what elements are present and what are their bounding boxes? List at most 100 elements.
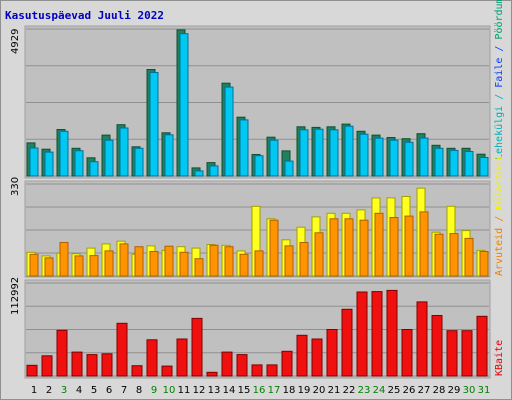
- bar-panel2-series2-day-3: [59, 242, 69, 277]
- bar-panel2-series2-day-29: [449, 233, 459, 277]
- bar-panel3-series1-day-3: [56, 329, 68, 377]
- bar-panel3-series1-day-25: [386, 289, 398, 377]
- bar-panel2-series2-day-17: [269, 219, 279, 277]
- bar-panel2-series2-day-28: [434, 233, 444, 277]
- panel-1-legend: Lehekülgi / Faile / Pöördumisi: [494, 0, 505, 160]
- bar-panel2-series2-day-1: [29, 253, 39, 277]
- bar-panel1-series2-day-23: [359, 133, 369, 177]
- bar-panel3-series1-day-14: [221, 351, 233, 377]
- bar-panel2-series2-day-11: [179, 251, 189, 277]
- day-label: 30: [463, 385, 476, 396]
- panel-3-y-max-label: 112992: [10, 277, 21, 315]
- bar-panel2-series2-day-25: [389, 217, 399, 277]
- day-label: 13: [208, 385, 221, 396]
- bar-panel3-series1-day-30: [461, 330, 473, 377]
- day-label: 20: [313, 385, 326, 396]
- bar-panel2-series2-day-19: [299, 242, 309, 277]
- day-label: 11: [178, 385, 191, 396]
- day-label: 9: [151, 385, 157, 396]
- bar-panel3-series1-day-20: [311, 338, 323, 377]
- bar-panel3-series1-day-28: [431, 315, 443, 377]
- day-label: 7: [121, 385, 127, 396]
- bar-panel1-series2-day-19: [299, 129, 309, 177]
- bar-panel2-series2-day-14: [224, 246, 234, 277]
- day-label: 26: [403, 385, 416, 396]
- bar-panel2-series2-day-23: [359, 219, 369, 277]
- bar-panel1-series2-day-29: [449, 149, 459, 177]
- bar-panel3-series1-day-27: [416, 301, 428, 377]
- bar-panel3-series1-day-26: [401, 329, 413, 377]
- bar-panel2-series2-day-5: [89, 255, 99, 277]
- bar-panel3-series1-day-15: [236, 354, 248, 377]
- day-label: 15: [238, 385, 251, 396]
- bar-panel3-series1-day-23: [356, 291, 368, 377]
- bar-panel2-series2-day-6: [104, 250, 114, 277]
- day-label: 6: [106, 385, 112, 396]
- legend-pages: Lehekülgi: [494, 106, 505, 160]
- bar-panel2-series2-day-10: [164, 245, 174, 277]
- bar-panel3-series1-day-9: [146, 339, 158, 377]
- bar-panel3-series1-day-17: [266, 364, 278, 377]
- legend-sep: /: [494, 88, 505, 106]
- day-label: 17: [268, 385, 281, 396]
- bar-panel3-series1-day-4: [71, 351, 83, 377]
- bar-panel1-series2-day-25: [389, 139, 399, 177]
- day-label: 22: [343, 385, 356, 396]
- panel-2-y-max-label: 330: [10, 177, 21, 196]
- bar-panel3-series1-day-5: [86, 354, 98, 377]
- day-label: 10: [163, 385, 176, 396]
- bar-panel2-series2-day-12: [194, 258, 204, 277]
- day-label: 8: [136, 385, 142, 396]
- bar-panel1-series2-day-6: [104, 139, 114, 177]
- day-label: 31: [478, 385, 491, 396]
- day-label: 2: [46, 385, 52, 396]
- bar-panel1-series2-day-24: [374, 137, 384, 177]
- bar-panel3-series1-day-22: [341, 308, 353, 377]
- bar-panel1-series2-day-3: [59, 130, 69, 177]
- bar-panel2-series2-day-16: [254, 250, 264, 277]
- day-label: 19: [298, 385, 311, 396]
- day-label: 3: [61, 385, 67, 396]
- day-label: 18: [283, 385, 296, 396]
- bar-panel2-series2-day-31: [479, 251, 489, 277]
- bar-panel1-series2-day-14: [224, 86, 234, 177]
- bar-panel1-series2-day-21: [329, 129, 339, 177]
- day-label: 5: [91, 385, 97, 396]
- day-label: 21: [328, 385, 341, 396]
- bar-panel2-series2-day-13: [209, 244, 219, 277]
- bar-panel3-series1-day-16: [251, 364, 263, 377]
- bar-panel1-series2-day-20: [314, 128, 324, 177]
- bar-panel2-series2-day-24: [374, 212, 384, 277]
- bar-panel2-series2-day-21: [329, 218, 339, 277]
- bar-panel1-series2-day-30: [464, 151, 474, 177]
- bar-panel1-series2-day-9: [149, 72, 159, 177]
- bar-panel1-series2-day-8: [134, 147, 144, 177]
- day-label: 4: [76, 385, 82, 396]
- bar-panel2-series2-day-22: [344, 218, 354, 277]
- panel-3-legend: KBaite: [494, 340, 505, 376]
- day-label: 25: [388, 385, 401, 396]
- bar-panel3-series1-day-1: [26, 364, 38, 377]
- bar-panel1-series2-day-27: [419, 137, 429, 177]
- bar-panel1-series2-day-22: [344, 125, 354, 177]
- bar-panel1-series2-day-16: [254, 155, 264, 177]
- day-label: 27: [418, 385, 431, 396]
- day-label: 12: [193, 385, 206, 396]
- day-label: 14: [223, 385, 236, 396]
- bar-panel1-series2-day-17: [269, 139, 279, 177]
- bar-panel2-series2-day-7: [119, 243, 129, 277]
- legend-visits: Külastusi: [494, 156, 505, 210]
- legend-files: Faile: [494, 58, 505, 88]
- bar-panel3-series1-day-10: [161, 365, 173, 377]
- bar-panel1-series2-day-11: [179, 33, 189, 177]
- bar-panel2-series2-day-9: [149, 251, 159, 277]
- bar-panel1-series2-day-1: [29, 147, 39, 177]
- bar-panel1-series2-day-12: [194, 170, 204, 177]
- bar-panel3-series1-day-19: [296, 334, 308, 377]
- bar-panel1-series2-day-4: [74, 150, 84, 177]
- legend-computers: Arvuteid: [494, 228, 505, 276]
- day-label: 1: [31, 385, 37, 396]
- day-label: 28: [433, 385, 446, 396]
- bar-panel3-series1-day-2: [41, 355, 53, 377]
